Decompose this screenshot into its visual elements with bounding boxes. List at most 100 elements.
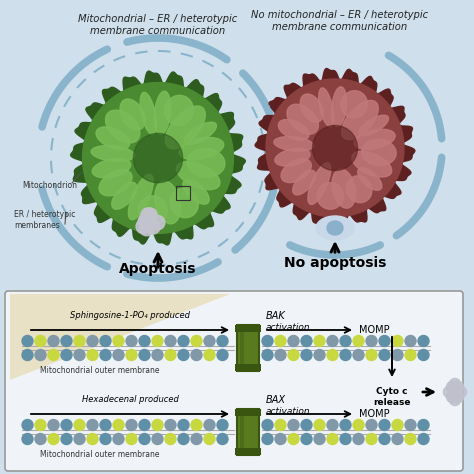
Text: activation: activation — [266, 408, 310, 417]
Text: No mitochondrial – ER / heterotypic
membrane communication: No mitochondrial – ER / heterotypic memb… — [251, 10, 428, 32]
Circle shape — [22, 336, 33, 346]
Circle shape — [100, 419, 111, 430]
Circle shape — [301, 434, 312, 445]
Circle shape — [126, 419, 137, 430]
Bar — [237, 325, 259, 371]
Bar — [235, 364, 261, 371]
Circle shape — [178, 349, 189, 361]
Polygon shape — [155, 181, 181, 224]
Text: MOMP: MOMP — [359, 409, 390, 419]
Circle shape — [87, 336, 98, 346]
Polygon shape — [266, 79, 404, 217]
Circle shape — [405, 419, 416, 430]
Polygon shape — [281, 159, 311, 182]
Circle shape — [48, 349, 59, 361]
Circle shape — [275, 419, 286, 430]
Polygon shape — [255, 69, 415, 228]
Polygon shape — [112, 182, 137, 209]
Text: BAK: BAK — [266, 311, 286, 321]
Text: Hexadecenal produced: Hexadecenal produced — [82, 395, 178, 404]
Circle shape — [301, 336, 312, 346]
Polygon shape — [120, 99, 145, 130]
Ellipse shape — [327, 221, 343, 235]
Circle shape — [447, 382, 457, 392]
Circle shape — [379, 336, 390, 346]
Circle shape — [139, 349, 150, 361]
Circle shape — [74, 349, 85, 361]
Circle shape — [204, 419, 215, 430]
Text: activation: activation — [266, 323, 310, 332]
Polygon shape — [359, 115, 389, 136]
Circle shape — [152, 336, 163, 346]
Circle shape — [327, 434, 338, 445]
Circle shape — [392, 349, 403, 361]
Circle shape — [327, 419, 338, 430]
Circle shape — [262, 434, 273, 445]
Circle shape — [204, 434, 215, 445]
Circle shape — [452, 382, 464, 392]
Circle shape — [262, 349, 273, 361]
Polygon shape — [362, 139, 396, 165]
Circle shape — [288, 419, 299, 430]
Circle shape — [139, 434, 150, 445]
Circle shape — [418, 434, 429, 445]
Polygon shape — [96, 127, 130, 149]
Polygon shape — [352, 151, 392, 177]
Circle shape — [191, 336, 202, 346]
Polygon shape — [300, 94, 323, 122]
Polygon shape — [317, 182, 344, 209]
Circle shape — [22, 434, 33, 445]
Circle shape — [48, 419, 59, 430]
Polygon shape — [275, 148, 310, 166]
Circle shape — [113, 434, 124, 445]
Circle shape — [35, 419, 46, 430]
Circle shape — [146, 219, 160, 234]
Polygon shape — [140, 92, 156, 135]
Circle shape — [340, 349, 351, 361]
Circle shape — [165, 434, 176, 445]
Circle shape — [353, 349, 364, 361]
Text: Mitochondrial outer membrane: Mitochondrial outer membrane — [40, 366, 160, 375]
Circle shape — [74, 336, 85, 346]
Polygon shape — [342, 100, 378, 139]
Circle shape — [143, 208, 157, 222]
Circle shape — [191, 349, 202, 361]
Circle shape — [87, 349, 98, 361]
Circle shape — [150, 215, 165, 230]
Circle shape — [327, 349, 338, 361]
Text: Cyto c
release: Cyto c release — [373, 387, 411, 407]
Circle shape — [288, 349, 299, 361]
Circle shape — [165, 419, 176, 430]
Circle shape — [74, 434, 85, 445]
Circle shape — [139, 221, 154, 236]
Circle shape — [314, 349, 325, 361]
Text: Mitochondrial outer membrane: Mitochondrial outer membrane — [40, 450, 160, 459]
Circle shape — [456, 386, 466, 398]
Circle shape — [152, 349, 163, 361]
Polygon shape — [99, 170, 132, 196]
Circle shape — [136, 219, 150, 234]
Polygon shape — [332, 169, 356, 208]
Circle shape — [353, 434, 364, 445]
Polygon shape — [312, 126, 357, 171]
Circle shape — [74, 419, 85, 430]
Circle shape — [418, 419, 429, 430]
Circle shape — [405, 336, 416, 346]
Polygon shape — [133, 133, 182, 182]
Polygon shape — [176, 162, 220, 190]
Polygon shape — [164, 95, 193, 125]
Circle shape — [379, 434, 390, 445]
Circle shape — [217, 336, 228, 346]
Bar — [235, 448, 261, 455]
Circle shape — [340, 336, 351, 346]
Text: BAX: BAX — [266, 395, 286, 405]
Text: Mitochondrion: Mitochondrion — [22, 181, 77, 190]
Text: No apoptosis: No apoptosis — [284, 256, 386, 270]
Circle shape — [152, 419, 163, 430]
Circle shape — [204, 336, 215, 346]
Circle shape — [126, 349, 137, 361]
Polygon shape — [106, 110, 140, 143]
Polygon shape — [278, 119, 309, 140]
Polygon shape — [71, 71, 246, 245]
Polygon shape — [274, 137, 314, 151]
